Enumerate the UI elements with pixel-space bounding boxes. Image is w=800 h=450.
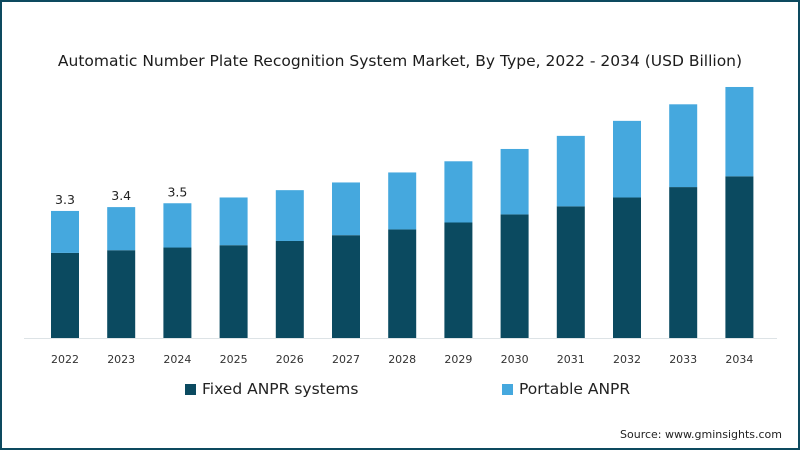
bar-portable-2028: [388, 172, 417, 230]
bar-portable-2022: [51, 210, 79, 253]
legend-label-fixed: Fixed ANPR systems: [202, 380, 359, 398]
x-tick-label-2032: 2032: [613, 353, 641, 366]
x-tick-label-2023: 2023: [107, 353, 135, 366]
x-tick-label-2029: 2029: [444, 353, 472, 366]
bar-fixed-2030: [500, 214, 529, 338]
x-tick-label-2024: 2024: [163, 353, 191, 366]
bar-fixed-2023: [107, 250, 136, 338]
bar-fixed-2027: [332, 235, 360, 338]
x-tick-label-2022: 2022: [51, 353, 79, 366]
bar-fixed-2033: [669, 187, 698, 338]
x-tick-label-2030: 2030: [501, 353, 529, 366]
chart-title: Automatic Number Plate Recognition Syste…: [57, 52, 743, 70]
x-tick-label-2028: 2028: [388, 353, 416, 366]
legend-item-fixed: Fixed ANPR systems: [185, 380, 358, 398]
source-note: Source: www.gminsights.com: [620, 428, 782, 441]
x-tick-label-2027: 2027: [332, 353, 360, 366]
legend-label-portable: Portable ANPR: [519, 380, 631, 398]
bar-portable-2033: [669, 104, 698, 188]
x-tick-label-2025: 2025: [220, 353, 248, 366]
bar-fixed-2034: [725, 176, 754, 338]
bar-portable-2031: [556, 135, 585, 207]
x-tick-label-2031: 2031: [557, 353, 585, 366]
x-tick-label-2034: 2034: [725, 353, 753, 366]
bar-portable-2023: [107, 207, 136, 251]
bar-portable-2026: [275, 190, 304, 241]
x-tick-label-2026: 2026: [276, 353, 304, 366]
bar-portable-2032: [613, 120, 641, 198]
data-label-2023: 3.4: [111, 188, 131, 203]
bar-fixed-2029: [444, 222, 473, 338]
bar-portable-2024: [163, 203, 192, 248]
bar-fixed-2026: [275, 240, 304, 338]
bar-portable-2030: [500, 148, 529, 215]
bar-portable-2025: [219, 197, 248, 246]
bar-portable-2027: [332, 182, 360, 236]
bar-portable-2029: [444, 161, 473, 223]
legend-item-portable: Portable ANPR: [502, 380, 630, 398]
legend-swatch-fixed: [185, 383, 196, 395]
bar-portable-2034: [725, 86, 754, 177]
legend-swatch-portable: [502, 383, 513, 395]
bar-fixed-2028: [388, 229, 417, 338]
bar-fixed-2032: [613, 197, 641, 338]
bar-fixed-2025: [219, 245, 248, 338]
bar-fixed-2022: [51, 252, 79, 338]
data-label-2022: 3.3: [55, 192, 75, 207]
bar-fixed-2024: [163, 247, 192, 338]
x-tick-label-2033: 2033: [669, 353, 697, 366]
bar-fixed-2031: [556, 206, 585, 338]
data-label-2024: 3.5: [167, 184, 187, 199]
